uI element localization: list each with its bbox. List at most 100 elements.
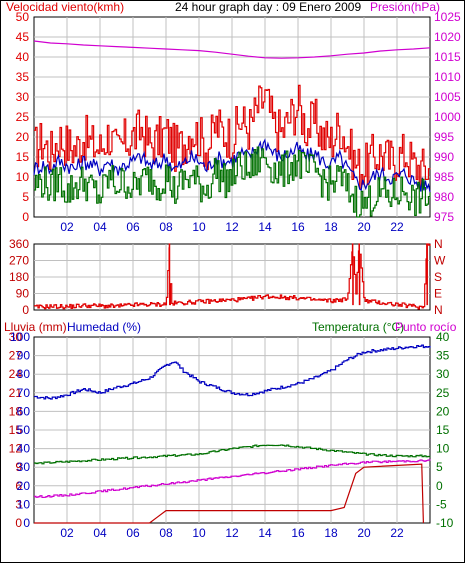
wind-x-tick-label: 20 [357, 220, 371, 234]
pressure-label: Presión(hPa) [370, 0, 440, 14]
compass-tick-label: E [434, 287, 442, 301]
wind-tick-label: 35 [16, 70, 30, 84]
wind-x-tick-label: 06 [126, 220, 140, 234]
wind-tick-label: 5 [22, 190, 29, 204]
humidity-x-tick-label: 10 [192, 526, 206, 540]
temperature-tick-label: 5 [436, 460, 443, 474]
pressure-tick-label: 1005 [434, 90, 461, 104]
temperature-tick-label: 40 [436, 330, 450, 344]
rain-tick-label: 18 [9, 404, 23, 418]
dewpoint-label: Punto rocío [395, 320, 457, 334]
chart-title: 24 hour graph day : 09 Enero 2009 [175, 0, 361, 14]
humidity-tick-label: 40 [17, 442, 31, 456]
humidity-x-tick-label: 22 [390, 526, 404, 540]
pressure-tick-label: 985 [434, 170, 454, 184]
humidity-x-tick-label: 16 [291, 526, 305, 540]
rain-line [34, 463, 424, 524]
pressure-tick-label: 975 [434, 210, 454, 224]
direction-tick-label: 180 [9, 270, 29, 284]
temperature-tick-label: -5 [436, 497, 447, 511]
wind-tick-label: 30 [16, 90, 30, 104]
wind-series-green [34, 146, 431, 218]
humidity-line [34, 344, 431, 400]
rain-tick-label: 0 [15, 516, 22, 530]
humidity-tick-label: 70 [17, 386, 31, 400]
humidity-x-tick-label: 14 [258, 526, 272, 540]
temperature-tick-label: 35 [436, 349, 450, 363]
wind-x-tick-label: 04 [93, 220, 107, 234]
humidity-tick-label: 60 [17, 404, 31, 418]
humidity-tick-label: 50 [17, 423, 31, 437]
compass-tick-label: N [434, 303, 443, 317]
wind-tick-label: 10 [16, 170, 30, 184]
wind-series-blue [33, 138, 431, 193]
rain-tick-label: 9 [15, 460, 22, 474]
rain-tick-label: 21 [9, 386, 23, 400]
compass-tick-label: N [434, 237, 443, 251]
temperature-tick-label: 30 [436, 367, 450, 381]
rain-label: Lluvia (mm) [4, 320, 67, 334]
wind-tick-label: 25 [16, 110, 30, 124]
wind-tick-label: 15 [16, 150, 30, 164]
wind-x-tick-label: 02 [60, 220, 74, 234]
temperature-tick-label: 20 [436, 404, 450, 418]
wind-direction-line [34, 243, 431, 310]
pressure-tick-label: 1020 [434, 30, 461, 44]
wind-speed-label: Velocidad viento(kmh) [6, 0, 124, 14]
wind-tick-label: 40 [16, 50, 30, 64]
humidity-tick-label: 30 [17, 460, 31, 474]
humidity-x-tick-label: 08 [159, 526, 173, 540]
temperature-tick-label: 10 [436, 442, 450, 456]
humidity-x-tick-label: 18 [324, 526, 338, 540]
direction-tick-label: 270 [9, 254, 29, 268]
compass-tick-label: W [434, 254, 446, 268]
humidity-tick-label: 100 [10, 330, 30, 344]
rain-tick-label: 3 [15, 497, 22, 511]
humidity-x-tick-label: 12 [225, 526, 239, 540]
wind-tick-label: 0 [22, 210, 29, 224]
rain-tick-label: 6 [15, 479, 22, 493]
pressure-tick-label: 1000 [434, 110, 461, 124]
wind-x-tick-label: 22 [390, 220, 404, 234]
wind-tick-label: 50 [16, 10, 30, 24]
humidity-tick-label: 20 [17, 479, 31, 493]
direction-tick-label: 90 [16, 287, 30, 301]
wind-tick-label: 20 [16, 130, 30, 144]
humidity-x-tick-label: 06 [126, 526, 140, 540]
pressure-tick-label: 1025 [434, 10, 461, 24]
pressure-line [33, 40, 431, 59]
humidity-tick-label: 10 [17, 497, 31, 511]
direction-tick-label: 360 [9, 237, 29, 251]
temperature-label: Temperatura (°C) [312, 320, 404, 334]
wind-x-tick-label: 08 [159, 220, 173, 234]
temperature-tick-label: 0 [436, 479, 443, 493]
wind-x-tick-label: 10 [192, 220, 206, 234]
rain-tick-label: 27 [9, 349, 23, 363]
temperature-line [34, 444, 431, 465]
humidity-x-tick-label: 02 [60, 526, 74, 540]
temperature-tick-label: 25 [436, 386, 450, 400]
pressure-tick-label: 1015 [434, 50, 461, 64]
pressure-tick-label: 995 [434, 130, 454, 144]
humidity-x-tick-label: 04 [93, 526, 107, 540]
rain-tick-label: 12 [9, 442, 23, 456]
pressure-tick-label: 980 [434, 190, 454, 204]
wind-x-tick-label: 14 [258, 220, 272, 234]
wind-x-tick-label: 16 [291, 220, 305, 234]
rain-tick-label: 24 [9, 367, 23, 381]
rain-tick-label: 15 [9, 423, 23, 437]
wind-x-tick-label: 18 [324, 220, 338, 234]
humidity-x-tick-label: 20 [357, 526, 371, 540]
wind-tick-label: 45 [16, 30, 30, 44]
humidity-tick-label: 90 [17, 349, 31, 363]
pressure-tick-label: 990 [434, 150, 454, 164]
dewpoint-line [34, 459, 431, 499]
compass-tick-label: S [434, 270, 442, 284]
temperature-tick-label: 15 [436, 423, 450, 437]
humidity-label: Humedad (%) [67, 320, 141, 334]
wind-x-tick-label: 12 [225, 220, 239, 234]
pressure-tick-label: 1010 [434, 70, 461, 84]
temperature-tick-label: -10 [436, 516, 454, 530]
humidity-tick-label: 0 [23, 516, 30, 530]
